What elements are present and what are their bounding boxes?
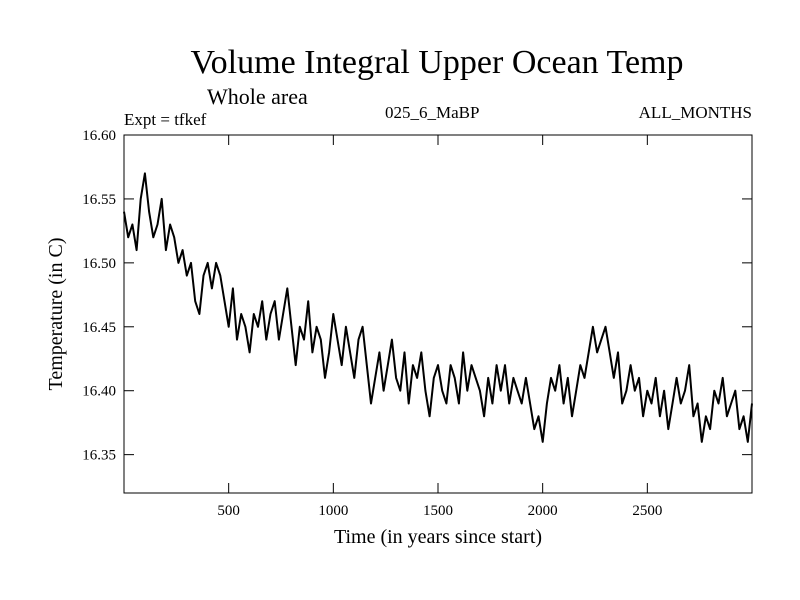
y-tick-label: 16.60 — [82, 128, 116, 144]
y-tick-label: 16.45 — [82, 320, 116, 336]
y-tick-label: 16.55 — [82, 192, 116, 208]
plot-frame — [123, 134, 753, 494]
x-tick-label: 1000 — [318, 503, 348, 519]
run-label: 025_6_MaBP — [385, 103, 480, 122]
x-tick-label: 2500 — [632, 503, 662, 519]
months-label: ALL_MONTHS — [638, 103, 752, 122]
page-title: Volume Integral Upper Ocean Temp — [190, 44, 684, 81]
x-tick-label: 1500 — [423, 503, 453, 519]
experiment-label: Expt = tfkef — [124, 110, 207, 129]
series-line-0 — [123, 172, 753, 443]
y-tick-label: 16.50 — [82, 256, 116, 272]
y-axis-label: Temperature (in C) — [45, 238, 67, 391]
x-tick-label: 500 — [217, 503, 240, 519]
chart-subtitle: Whole area — [207, 84, 308, 109]
x-axis-label: Time (in years since start) — [334, 526, 542, 548]
y-tick-label: 16.40 — [82, 384, 116, 400]
y-tick-label: 16.35 — [82, 448, 116, 464]
x-tick-label: 2000 — [528, 503, 558, 519]
